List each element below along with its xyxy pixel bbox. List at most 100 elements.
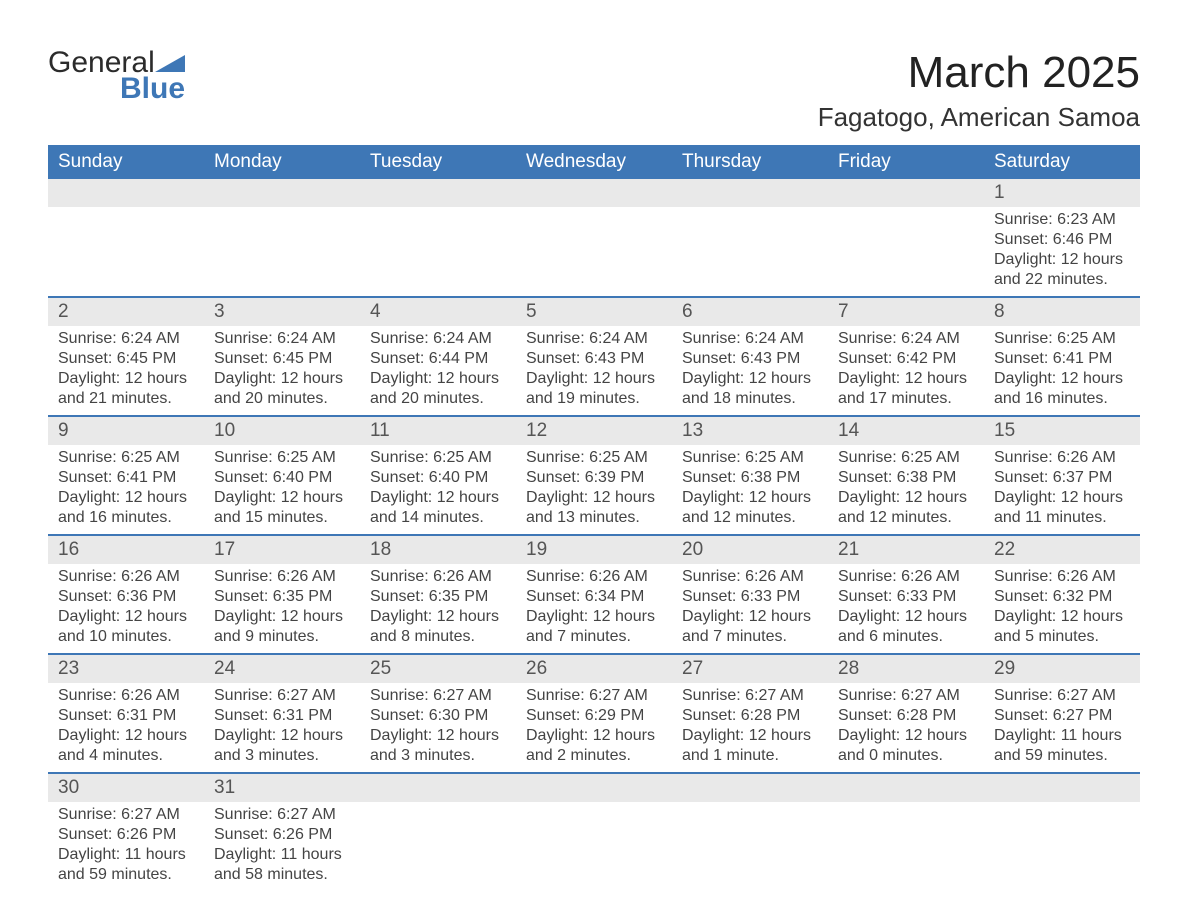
daylight-line: Daylight: 12 hours and 20 minutes. xyxy=(214,369,350,409)
day-number: 31 xyxy=(204,774,360,802)
calendar-week: 16Sunrise: 6:26 AMSunset: 6:36 PMDayligh… xyxy=(48,535,1140,654)
sunrise-line: Sunrise: 6:25 AM xyxy=(682,448,818,468)
calendar-cell xyxy=(828,773,984,891)
daylight-line: Daylight: 12 hours and 12 minutes. xyxy=(838,488,974,528)
day-body: Sunrise: 6:24 AMSunset: 6:42 PMDaylight:… xyxy=(828,326,984,415)
sunrise-line: Sunrise: 6:27 AM xyxy=(370,686,506,706)
day-number: 3 xyxy=(204,298,360,326)
day-number: 16 xyxy=(48,536,204,564)
sunset-line: Sunset: 6:26 PM xyxy=(214,825,350,845)
daylight-line: Daylight: 11 hours and 59 minutes. xyxy=(58,845,194,885)
day-body: Sunrise: 6:26 AMSunset: 6:33 PMDaylight:… xyxy=(672,564,828,653)
day-body: Sunrise: 6:25 AMSunset: 6:40 PMDaylight:… xyxy=(360,445,516,534)
calendar-cell: 29Sunrise: 6:27 AMSunset: 6:27 PMDayligh… xyxy=(984,654,1140,773)
calendar-cell xyxy=(516,773,672,891)
calendar-cell: 23Sunrise: 6:26 AMSunset: 6:31 PMDayligh… xyxy=(48,654,204,773)
day-number: 14 xyxy=(828,417,984,445)
sunrise-line: Sunrise: 6:27 AM xyxy=(994,686,1130,706)
calendar-table: SundayMondayTuesdayWednesdayThursdayFrid… xyxy=(48,145,1140,891)
sunset-line: Sunset: 6:40 PM xyxy=(214,468,350,488)
calendar-cell: 21Sunrise: 6:26 AMSunset: 6:33 PMDayligh… xyxy=(828,535,984,654)
calendar-week: 2Sunrise: 6:24 AMSunset: 6:45 PMDaylight… xyxy=(48,297,1140,416)
sunrise-line: Sunrise: 6:27 AM xyxy=(214,805,350,825)
day-number xyxy=(984,774,1140,802)
calendar-cell: 26Sunrise: 6:27 AMSunset: 6:29 PMDayligh… xyxy=(516,654,672,773)
sunset-line: Sunset: 6:34 PM xyxy=(526,587,662,607)
daylight-line: Daylight: 12 hours and 13 minutes. xyxy=(526,488,662,528)
sunrise-line: Sunrise: 6:26 AM xyxy=(58,567,194,587)
calendar-cell xyxy=(48,179,204,297)
sunset-line: Sunset: 6:28 PM xyxy=(838,706,974,726)
sunset-line: Sunset: 6:31 PM xyxy=(58,706,194,726)
sunrise-line: Sunrise: 6:27 AM xyxy=(58,805,194,825)
sunrise-line: Sunrise: 6:27 AM xyxy=(526,686,662,706)
day-number: 11 xyxy=(360,417,516,445)
sunset-line: Sunset: 6:38 PM xyxy=(838,468,974,488)
day-number: 6 xyxy=(672,298,828,326)
day-body xyxy=(360,802,516,811)
sunset-line: Sunset: 6:46 PM xyxy=(994,230,1130,250)
daylight-line: Daylight: 12 hours and 20 minutes. xyxy=(370,369,506,409)
day-body: Sunrise: 6:25 AMSunset: 6:41 PMDaylight:… xyxy=(48,445,204,534)
calendar-cell: 11Sunrise: 6:25 AMSunset: 6:40 PMDayligh… xyxy=(360,416,516,535)
sunset-line: Sunset: 6:44 PM xyxy=(370,349,506,369)
day-body: Sunrise: 6:26 AMSunset: 6:31 PMDaylight:… xyxy=(48,683,204,772)
day-body: Sunrise: 6:25 AMSunset: 6:39 PMDaylight:… xyxy=(516,445,672,534)
daylight-line: Daylight: 12 hours and 21 minutes. xyxy=(58,369,194,409)
calendar-cell: 22Sunrise: 6:26 AMSunset: 6:32 PMDayligh… xyxy=(984,535,1140,654)
sunset-line: Sunset: 6:33 PM xyxy=(838,587,974,607)
calendar-cell: 6Sunrise: 6:24 AMSunset: 6:43 PMDaylight… xyxy=(672,297,828,416)
sunset-line: Sunset: 6:28 PM xyxy=(682,706,818,726)
weekday-header: Monday xyxy=(204,145,360,179)
sunrise-line: Sunrise: 6:25 AM xyxy=(526,448,662,468)
day-body: Sunrise: 6:25 AMSunset: 6:41 PMDaylight:… xyxy=(984,326,1140,415)
day-body: Sunrise: 6:26 AMSunset: 6:35 PMDaylight:… xyxy=(204,564,360,653)
sunrise-line: Sunrise: 6:26 AM xyxy=(682,567,818,587)
day-body: Sunrise: 6:26 AMSunset: 6:37 PMDaylight:… xyxy=(984,445,1140,534)
calendar-cell: 5Sunrise: 6:24 AMSunset: 6:43 PMDaylight… xyxy=(516,297,672,416)
day-number: 8 xyxy=(984,298,1140,326)
day-body: Sunrise: 6:27 AMSunset: 6:28 PMDaylight:… xyxy=(828,683,984,772)
calendar-cell xyxy=(984,773,1140,891)
sunset-line: Sunset: 6:31 PM xyxy=(214,706,350,726)
sunrise-line: Sunrise: 6:26 AM xyxy=(58,686,194,706)
calendar-cell: 13Sunrise: 6:25 AMSunset: 6:38 PMDayligh… xyxy=(672,416,828,535)
day-number xyxy=(204,179,360,207)
sunset-line: Sunset: 6:41 PM xyxy=(994,349,1130,369)
calendar-cell: 8Sunrise: 6:25 AMSunset: 6:41 PMDaylight… xyxy=(984,297,1140,416)
calendar-cell: 20Sunrise: 6:26 AMSunset: 6:33 PMDayligh… xyxy=(672,535,828,654)
daylight-line: Daylight: 12 hours and 10 minutes. xyxy=(58,607,194,647)
calendar-cell: 2Sunrise: 6:24 AMSunset: 6:45 PMDaylight… xyxy=(48,297,204,416)
sunrise-line: Sunrise: 6:25 AM xyxy=(994,329,1130,349)
title-block: March 2025 Fagatogo, American Samoa xyxy=(818,48,1140,133)
sunrise-line: Sunrise: 6:24 AM xyxy=(370,329,506,349)
sunrise-line: Sunrise: 6:25 AM xyxy=(58,448,194,468)
sunset-line: Sunset: 6:26 PM xyxy=(58,825,194,845)
day-number: 4 xyxy=(360,298,516,326)
calendar-cell: 15Sunrise: 6:26 AMSunset: 6:37 PMDayligh… xyxy=(984,416,1140,535)
sunrise-line: Sunrise: 6:24 AM xyxy=(526,329,662,349)
calendar-body: 1Sunrise: 6:23 AMSunset: 6:46 PMDaylight… xyxy=(48,179,1140,891)
calendar-cell: 4Sunrise: 6:24 AMSunset: 6:44 PMDaylight… xyxy=(360,297,516,416)
day-number xyxy=(360,774,516,802)
sunset-line: Sunset: 6:39 PM xyxy=(526,468,662,488)
day-number: 15 xyxy=(984,417,1140,445)
day-number: 30 xyxy=(48,774,204,802)
sunset-line: Sunset: 6:45 PM xyxy=(214,349,350,369)
day-number: 20 xyxy=(672,536,828,564)
sunrise-line: Sunrise: 6:26 AM xyxy=(526,567,662,587)
day-body: Sunrise: 6:27 AMSunset: 6:28 PMDaylight:… xyxy=(672,683,828,772)
day-number: 5 xyxy=(516,298,672,326)
daylight-line: Daylight: 12 hours and 16 minutes. xyxy=(58,488,194,528)
day-body: Sunrise: 6:24 AMSunset: 6:44 PMDaylight:… xyxy=(360,326,516,415)
day-number xyxy=(828,179,984,207)
day-body xyxy=(48,207,204,216)
day-number: 24 xyxy=(204,655,360,683)
sunset-line: Sunset: 6:27 PM xyxy=(994,706,1130,726)
day-number: 7 xyxy=(828,298,984,326)
calendar-head: SundayMondayTuesdayWednesdayThursdayFrid… xyxy=(48,145,1140,179)
sunrise-line: Sunrise: 6:26 AM xyxy=(214,567,350,587)
day-number: 28 xyxy=(828,655,984,683)
calendar-cell: 7Sunrise: 6:24 AMSunset: 6:42 PMDaylight… xyxy=(828,297,984,416)
sunset-line: Sunset: 6:43 PM xyxy=(682,349,818,369)
